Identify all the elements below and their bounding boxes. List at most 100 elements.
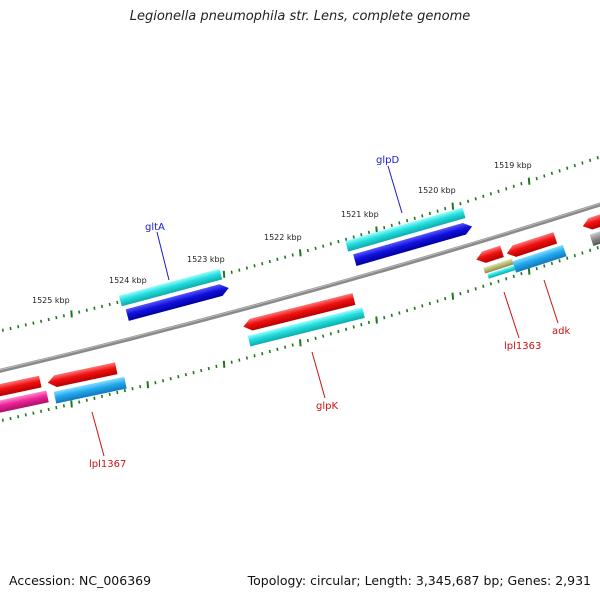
tick-minor [558,169,561,173]
tick-minor [9,326,12,331]
tick-minor [55,405,58,410]
gene-label-lpl1367: lpl1367 [89,459,126,470]
tick-minor [306,338,309,343]
gene-label-glpD: glpD [376,155,399,166]
tick-minor [238,268,241,272]
tick-minor [482,284,485,288]
tick-minor [390,223,393,228]
tick-minor [215,364,218,369]
tick-minor [9,416,12,421]
tick-major [299,339,302,347]
tick-minor [322,244,325,248]
tick-label-1523: 1523 kbp [187,255,225,264]
tick-label-1520: 1520 kbp [418,186,456,195]
gene-glpK[interactable] [242,292,365,347]
gene-right-edge[interactable] [581,212,600,248]
tick-minor [314,336,317,340]
gene-lpl1363[interactable] [475,243,516,280]
gene-gltA[interactable] [118,268,230,322]
gene-left-edge[interactable] [0,375,49,414]
tick-minor [139,385,142,389]
gene-glpD[interactable] [345,206,474,267]
gene-label-glpK: glpK [316,401,338,412]
tick-minor [177,375,180,379]
tick-minor [428,301,431,306]
tick-minor [459,292,462,296]
tick-minor [154,381,157,385]
tick-label-1519: 1519 kbp [494,161,532,170]
tick-minor [596,246,599,250]
gene-lpl1367[interactable] [47,361,127,404]
tick-major [299,249,302,257]
tick-minor [505,277,508,281]
tick-minor [268,349,271,354]
genome-title: Legionella pneumophila str. Lens, comple… [129,9,471,24]
tick-minor [352,235,355,239]
tick-minor [467,199,470,203]
tick-major [451,292,455,300]
tick-minor [108,302,111,307]
tick-minor [467,289,470,293]
tick-minor [329,242,332,246]
tick-major [222,360,226,368]
tick-minor [306,248,309,253]
tick-minor [253,354,256,358]
tick-major [70,400,73,408]
tick-minor [497,189,500,193]
tick-minor [543,174,546,178]
tick-minor [436,209,439,213]
tick-minor [520,272,523,276]
gene-adk[interactable] [505,231,567,274]
tick-minor [1,418,4,422]
tick-minor [78,400,81,404]
tick-minor [93,306,96,310]
tick-label-1525: 1525 kbp [32,296,70,305]
tick-minor [100,304,104,309]
tick-minor [40,319,43,323]
tick-minor [200,368,203,373]
tick-minor [116,300,119,305]
tick-minor [162,379,165,383]
tick-minor [436,299,439,303]
tick-minor [261,352,264,356]
tick-major [222,270,226,278]
tick-minor [337,239,340,244]
tick-minor [337,329,340,334]
tick-minor [421,304,424,308]
tick-minor [1,328,4,332]
tick-minor [62,404,65,408]
tick-minor [207,366,210,371]
tick-minor [276,347,279,351]
tick-minor [367,320,370,325]
tick-minor [489,192,492,196]
tick-minor [131,386,134,391]
tick-minor [352,325,355,329]
tick-minor [253,264,256,268]
tick-major [451,202,455,210]
tick-minor [47,407,50,412]
tick-minor [482,194,485,198]
tick-minor [489,282,492,286]
gene-label-adk: adk [552,326,570,337]
tick-minor [512,184,515,188]
tick-minor [238,358,241,362]
tick-minor [596,156,599,160]
tick-minor [367,230,370,235]
tick-major [375,316,378,324]
tick-minor [230,360,233,364]
tick-minor [398,311,401,315]
tick-minor [47,317,50,322]
tick-minor [284,255,287,259]
tick-minor [573,253,576,258]
tick-minor [566,256,569,260]
label-leaders [91,165,559,457]
tick-minor [383,226,386,230]
tick-minor [314,246,317,250]
tick-minor [261,262,264,266]
tick-minor [428,211,431,216]
tick-minor [85,398,88,402]
tick-minor [581,251,584,255]
tick-minor [589,248,592,252]
tick-minor [406,218,409,223]
tick-minor [413,306,416,310]
